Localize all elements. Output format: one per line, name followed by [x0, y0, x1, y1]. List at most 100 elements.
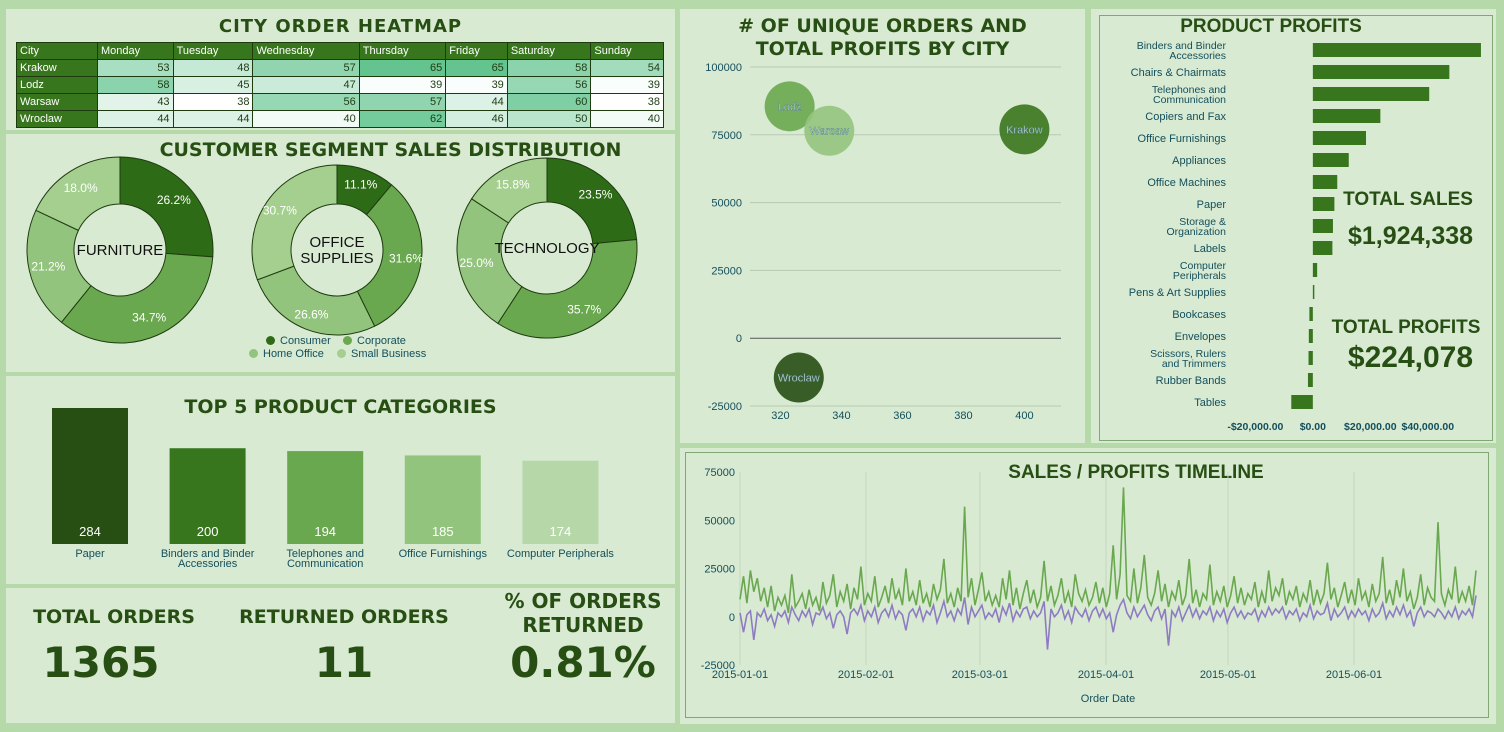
donut-slice-label: 25.0%	[460, 256, 494, 270]
top5-bar-value: 200	[197, 524, 219, 539]
bubble-panel: # OF UNIQUE ORDERS AND TOTAL PROFITS BY …	[680, 9, 1085, 443]
profit-bar-label: Office Furnishings	[1138, 133, 1227, 145]
timeline-series-1	[739, 595, 1477, 650]
top5-bar-value: 284	[79, 524, 101, 539]
bubble-point-label: Lodz	[778, 101, 802, 113]
bubble-point	[773, 352, 824, 403]
timeline-xtick: 2015-04-01	[1078, 669, 1134, 681]
profit-bar	[1312, 219, 1333, 233]
bubble-ytick: 25000	[711, 265, 742, 277]
legend-corporate: Corporate	[343, 335, 406, 347]
returned-orders-label: RETURNED ORDERS	[239, 606, 449, 628]
profit-bar	[1308, 351, 1313, 365]
bubble-point	[764, 81, 815, 132]
heatmap-col-city: City	[16, 42, 98, 60]
profit-bar-label: Appliances	[1172, 155, 1226, 167]
donut-slice-label: 31.6%	[389, 251, 423, 265]
donut-slice	[26, 209, 92, 323]
profit-bar	[1312, 197, 1335, 211]
profit-bar	[1312, 43, 1481, 57]
timeline-xtick: 2015-05-01	[1200, 669, 1256, 681]
heatmap-cell: 50	[506, 110, 592, 128]
top5-bar-label: Office Furnishings	[399, 548, 488, 560]
donut-slice-label: 34.7%	[132, 310, 166, 324]
heatmap-city: Wroclaw	[16, 110, 98, 128]
timeline-xtick: 2015-01-01	[712, 669, 768, 681]
total-sales-label: TOTAL SALES	[1343, 189, 1473, 210]
timeline-ytick: 0	[729, 612, 735, 624]
donut-center-label: FURNITURE	[77, 242, 164, 259]
donut-slice-label: 15.8%	[496, 178, 530, 192]
heatmap-table: City Monday Tuesday Wednesday Thursday Friday…	[16, 42, 664, 128]
profit-bar-label: Envelopes	[1175, 331, 1227, 343]
segment-panel: CUSTOMER SEGMENT SALES DISTRIBUTION 26.2…	[6, 134, 675, 372]
timeline-xtick: 2015-02-01	[838, 669, 894, 681]
donut-slice-label: 30.7%	[263, 203, 297, 217]
bubble-point-label: Krakow	[1006, 124, 1043, 136]
donut-slice	[35, 156, 121, 232]
top5-bar-label: Accessories	[178, 558, 238, 570]
heatmap-cell: 48	[172, 59, 254, 77]
heatmap-col-wednesday: Wednesday	[252, 42, 360, 60]
heatmap-cell: 54	[590, 59, 664, 77]
timeline-ytick: 50000	[704, 515, 735, 527]
timeline-xtick: 2015-06-01	[1326, 669, 1382, 681]
heatmap-city: Krakow	[16, 59, 98, 77]
timeline-frame	[685, 452, 1489, 718]
profit-bar-label: Telephones and	[1152, 84, 1226, 96]
donut-slice-label: 23.5%	[578, 188, 612, 202]
timeline-ytick: 25000	[704, 564, 735, 576]
heatmap-cell: 44	[172, 110, 254, 128]
profit-bar	[1312, 285, 1315, 299]
profit-bar-label: Tables	[1194, 397, 1226, 409]
heatmap-col-friday: Friday	[445, 42, 508, 60]
bubble-title-1: # OF UNIQUE ORDERS AND	[738, 15, 1027, 37]
profit-bar-label: Communication	[1153, 94, 1226, 106]
donut-slice	[470, 157, 548, 224]
bubble-point-label: Warsaw	[810, 126, 849, 138]
heatmap-col-tuesday: Tuesday	[172, 42, 254, 60]
profit-bar	[1312, 175, 1338, 189]
profit-bar-label: Pens & Art Supplies	[1129, 287, 1227, 299]
returned-orders-value: 11	[314, 638, 374, 687]
bubble-point-label: Wroclaw	[778, 373, 820, 385]
top5-bar	[522, 460, 599, 544]
top5-bar-label: Binders and Binder	[161, 548, 255, 560]
profit-bar-label: Accessories	[1169, 50, 1226, 62]
donut-slice	[356, 184, 423, 327]
top5-bar-value: 194	[314, 524, 336, 539]
heatmap-cell: 46	[445, 110, 508, 128]
heatmap-cell: 39	[358, 76, 447, 94]
bubble-ytick: 0	[736, 333, 742, 345]
donut-slice	[456, 198, 523, 325]
profit-bar-label: Paper	[1197, 199, 1227, 211]
top5-bar	[169, 448, 246, 544]
total-profits-label: TOTAL PROFITS	[1331, 317, 1481, 338]
timeline-series-0	[739, 487, 1477, 614]
heatmap-cell: 58	[506, 59, 592, 77]
profit-bar-label: Peripherals	[1173, 270, 1226, 282]
heatmap-cell: 56	[506, 76, 592, 94]
profit-bar-label: Copiers and Fax	[1145, 111, 1226, 123]
profit-bar	[1309, 307, 1313, 321]
timeline-panel: SALES / PROFITS TIMELINE 2015-01-01 2015-0…	[680, 448, 1496, 724]
timeline-xtick: 2015-03-01	[952, 669, 1008, 681]
total-orders-label: TOTAL ORDERS	[33, 606, 195, 628]
top5-bar-label: Paper	[75, 548, 105, 560]
heatmap-cell: 56	[252, 93, 360, 111]
total-sales-value: $1,924,338	[1347, 222, 1474, 250]
donut-2: 23.5% 35.7% 25.0% 15.8% TECHNOLOGY	[456, 157, 638, 339]
heatmap-col-saturday: Saturday	[506, 42, 592, 60]
profit-bar	[1312, 65, 1450, 79]
donut-slice	[256, 265, 376, 336]
segment-title: CUSTOMER SEGMENT SALES DISTRIBUTION	[159, 139, 622, 161]
profit-bar	[1291, 395, 1313, 409]
timeline-xlabel: Order Date	[1081, 693, 1135, 705]
donut-slice	[251, 164, 338, 281]
heatmap-cell: 57	[252, 59, 360, 77]
top5-panel: TOP 5 PRODUCT CATEGORIES 284 Paper 200 Bind…	[6, 376, 675, 584]
total-orders-value: 1365	[42, 638, 160, 687]
donut-slice-label: 11.1%	[344, 178, 377, 192]
bubble-ytick: 100000	[705, 62, 742, 74]
